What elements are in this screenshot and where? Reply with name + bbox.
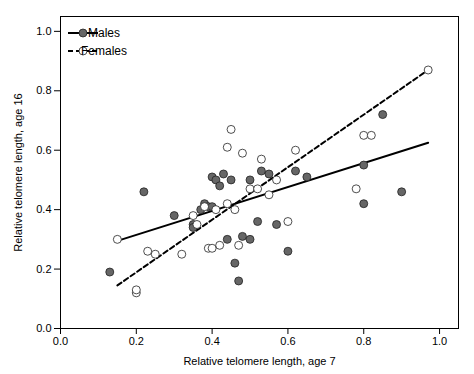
svg-text:0.8: 0.8: [36, 84, 51, 96]
svg-text:Females: Females: [81, 44, 127, 58]
svg-text:1.0: 1.0: [36, 25, 51, 37]
svg-text:0.6: 0.6: [36, 144, 51, 156]
svg-text:0.8: 0.8: [356, 335, 371, 347]
svg-text:0.0: 0.0: [36, 322, 51, 334]
svg-text:Relative telomere length, age: Relative telomere length, age 16: [12, 93, 24, 251]
svg-text:Relative telomere length, age: Relative telomere length, age 7: [183, 355, 335, 367]
svg-text:0.0: 0.0: [53, 335, 68, 347]
svg-text:0.6: 0.6: [280, 335, 295, 347]
svg-text:0.4: 0.4: [204, 335, 219, 347]
svg-text:0.2: 0.2: [36, 263, 51, 275]
svg-text:Males: Males: [88, 26, 120, 40]
svg-text:1.0: 1.0: [432, 335, 447, 347]
svg-text:0.4: 0.4: [36, 203, 51, 215]
svg-text:0.2: 0.2: [129, 335, 144, 347]
